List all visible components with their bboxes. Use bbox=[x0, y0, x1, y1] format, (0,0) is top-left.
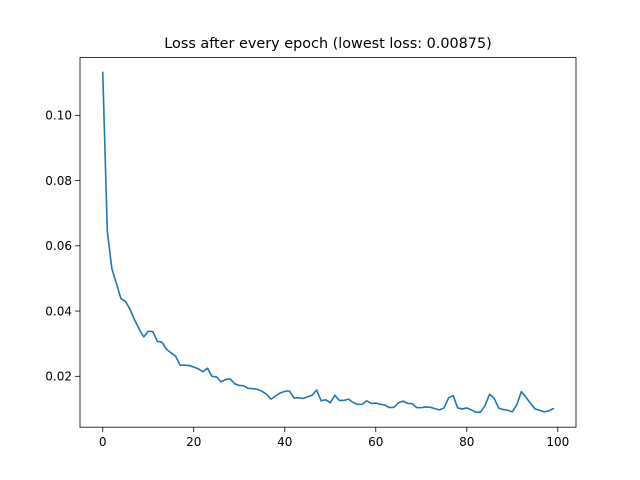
plot-frame bbox=[79, 57, 577, 428]
y-axis: 0.02 0.04 0.06 0.08 0.10 bbox=[45, 109, 80, 384]
x-tick-label: 0 bbox=[99, 435, 107, 449]
y-tick-label: 0.02 bbox=[45, 370, 72, 384]
x-tick-label: 60 bbox=[368, 435, 383, 449]
plot-area bbox=[101, 71, 555, 413]
x-tick-label: 80 bbox=[459, 435, 474, 449]
x-axis: 0 20 40 60 80 100 bbox=[99, 427, 569, 449]
y-tick-label: 0.06 bbox=[45, 239, 72, 253]
chart-title: Loss after every epoch (lowest loss: 0.0… bbox=[164, 36, 492, 52]
loss-series-line bbox=[101, 71, 555, 413]
y-tick-label: 0.04 bbox=[45, 304, 72, 318]
x-tick-label: 100 bbox=[546, 435, 569, 449]
y-tick-label: 0.08 bbox=[45, 174, 72, 188]
y-tick-label: 0.10 bbox=[45, 109, 72, 123]
x-tick-label: 40 bbox=[277, 435, 292, 449]
x-tick-label: 20 bbox=[186, 435, 201, 449]
